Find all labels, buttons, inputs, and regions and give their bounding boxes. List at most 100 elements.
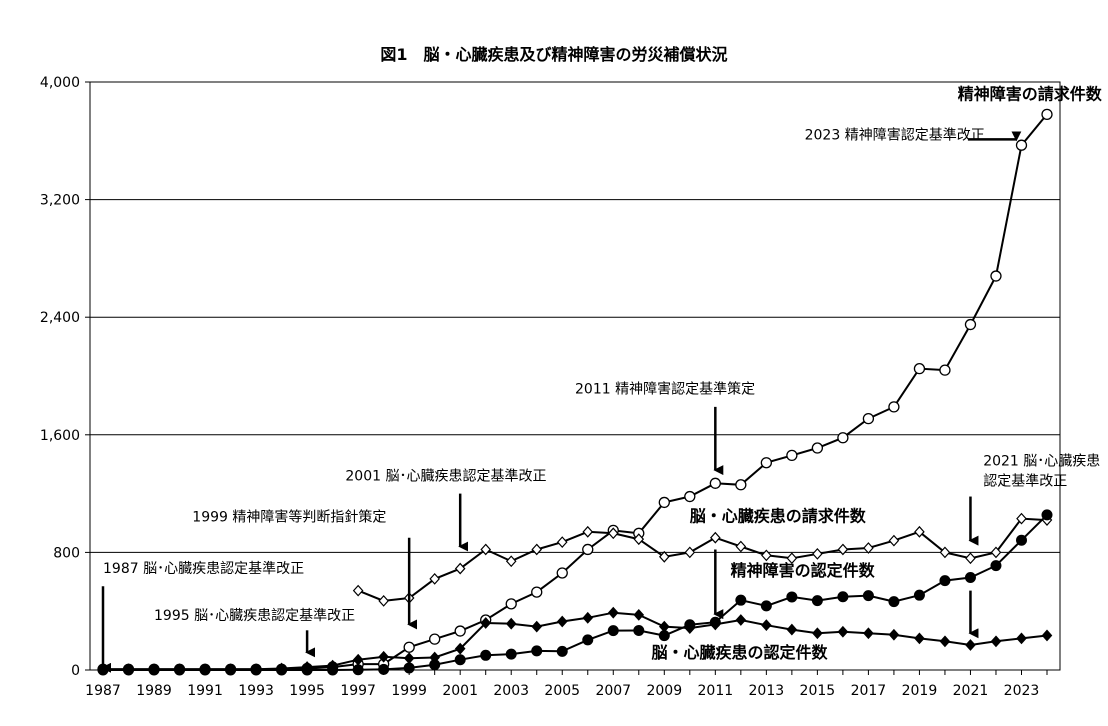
x-tick-label: 2019 xyxy=(902,683,938,699)
x-tick-label: 2009 xyxy=(646,683,682,699)
data-point xyxy=(633,533,645,546)
data-point xyxy=(811,595,823,607)
data-point xyxy=(786,552,798,565)
data-point xyxy=(761,549,772,562)
data-point xyxy=(556,536,568,549)
data-point xyxy=(531,645,543,657)
data-point xyxy=(505,555,517,568)
data-point xyxy=(914,632,925,645)
x-tick-label: 2005 xyxy=(544,683,580,699)
data-point xyxy=(225,663,236,676)
data-point xyxy=(378,663,390,675)
data-point xyxy=(888,628,900,641)
x-tick-label: 2023 xyxy=(1004,683,1040,699)
x-tick-label: 2001 xyxy=(442,683,478,699)
data-point xyxy=(403,652,415,665)
x-tick-label: 2021 xyxy=(953,683,989,699)
data-point xyxy=(531,586,543,598)
annotation-text: 1987 脳･心臓疾患認定基準改正 xyxy=(103,560,304,577)
data-point xyxy=(556,645,568,657)
data-point xyxy=(710,618,721,631)
data-point xyxy=(709,477,721,489)
annotation: 1999 精神障害等判断指針策定 xyxy=(192,509,418,630)
data-point xyxy=(684,490,696,503)
data-point xyxy=(735,479,747,491)
annotation-text: 認定基準改正 xyxy=(983,473,1067,490)
data-point xyxy=(582,543,594,556)
data-point xyxy=(735,594,747,606)
data-point xyxy=(556,567,568,579)
x-tick-label: 2013 xyxy=(749,683,785,699)
data-point xyxy=(1016,632,1027,645)
annotation: 1987 脳･心臓疾患認定基準改正 xyxy=(101,560,304,673)
data-point xyxy=(1015,139,1028,151)
annotation-text: 2011 精神障害認定基準策定 xyxy=(575,381,755,398)
data-point xyxy=(123,663,134,676)
data-point xyxy=(250,663,262,676)
chart-title: 図1 脳・心臓疾患及び精神障害の労災補償状況 xyxy=(380,45,727,64)
data-point xyxy=(607,606,619,619)
x-tick-label: 2017 xyxy=(851,683,887,699)
data-point xyxy=(633,608,645,621)
annotation-text: 2001 脳･心臓疾患認定基準改正 xyxy=(345,467,546,484)
annotation: 2001 脳･心臓疾患認定基準改正 xyxy=(345,467,546,552)
data-point xyxy=(658,496,670,509)
x-tick-label: 1999 xyxy=(391,683,427,699)
y-tick-label: 2,400 xyxy=(40,310,80,326)
data-point xyxy=(454,625,466,637)
data-point xyxy=(429,572,440,585)
y-tick-label: 1,600 xyxy=(40,428,80,444)
data-point xyxy=(148,663,160,676)
data-point xyxy=(939,635,951,648)
x-tick-label: 1991 xyxy=(187,683,223,699)
data-point xyxy=(352,664,364,676)
x-tick-label: 1989 xyxy=(136,683,172,699)
data-point xyxy=(454,642,466,655)
data-point xyxy=(607,625,619,637)
data-point xyxy=(837,591,849,603)
data-point xyxy=(582,634,594,646)
series-label: 脳・心臓疾患の認定件数 xyxy=(652,643,829,662)
x-tick-label: 1995 xyxy=(289,683,325,699)
x-tick-label: 1987 xyxy=(85,683,121,699)
data-point xyxy=(812,547,823,560)
data-point xyxy=(607,527,619,540)
data-point xyxy=(913,362,926,375)
data-point xyxy=(863,542,874,554)
series-line xyxy=(103,514,1048,671)
data-point xyxy=(888,401,900,413)
data-point xyxy=(684,546,696,559)
data-point xyxy=(888,534,900,547)
series-line xyxy=(357,517,1048,602)
x-tick-label: 2007 xyxy=(595,683,631,699)
data-point xyxy=(480,649,492,661)
data-point xyxy=(378,595,389,607)
data-point xyxy=(710,531,721,544)
annotation: 1995 脳･心臓疾患認定基準改正 xyxy=(154,607,355,658)
data-point xyxy=(352,653,364,666)
data-point xyxy=(786,591,798,603)
data-point xyxy=(964,318,977,331)
data-point xyxy=(760,600,772,612)
data-point xyxy=(352,584,364,597)
data-point xyxy=(199,663,211,676)
data-point xyxy=(1016,512,1027,525)
x-tick-label: 1997 xyxy=(340,683,376,699)
data-point xyxy=(939,575,951,587)
data-point xyxy=(327,659,338,672)
x-tick-label: 2015 xyxy=(800,683,836,699)
data-point xyxy=(403,662,415,674)
x-tick-label: 2003 xyxy=(493,683,529,699)
data-point xyxy=(812,627,823,640)
data-point xyxy=(965,639,976,651)
data-point xyxy=(556,615,568,628)
annotation-text: 1999 精神障害等判断指針策定 xyxy=(192,509,386,526)
data-point xyxy=(735,540,747,553)
data-point xyxy=(1041,509,1053,521)
data-point xyxy=(786,623,798,636)
data-point xyxy=(454,562,466,575)
data-point xyxy=(658,550,670,563)
data-point xyxy=(939,546,951,559)
series-group xyxy=(97,108,1053,676)
data-point xyxy=(276,662,287,675)
